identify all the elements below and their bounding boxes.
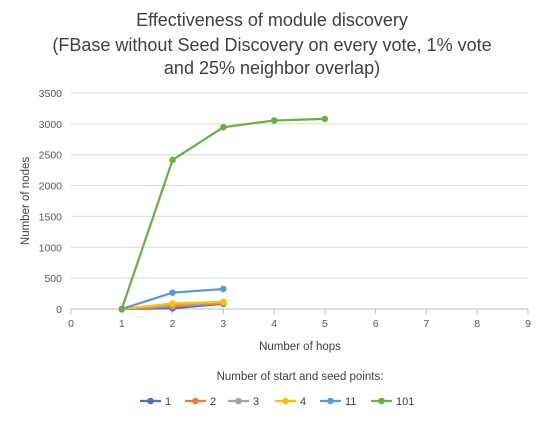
legend-title: Number of start and seed points: [217, 371, 384, 383]
legend-marker-3 [235, 397, 242, 405]
legend-label-3: 3 [253, 396, 259, 408]
legend-marker-1 [147, 397, 154, 405]
series-line-101 [120, 117, 325, 310]
legend-label-101: 101 [396, 396, 414, 408]
data-point-101 [321, 115, 329, 123]
legend-marker-11 [327, 397, 334, 405]
x-tick-label: 3 [220, 318, 226, 330]
x-tick-label: 2 [170, 318, 176, 330]
x-tick-label: 5 [322, 318, 328, 330]
x-tick-labels: 0 1 2 3 4 5 6 7 8 9 [68, 318, 531, 330]
data-point-11 [220, 285, 227, 293]
x-tick-label: 9 [525, 318, 531, 330]
y-axis-title: Number of nodes [20, 157, 32, 245]
legend-marker-101 [378, 397, 385, 405]
y-tick-label: 3000 [39, 119, 63, 131]
y-tick-label: 500 [44, 273, 62, 285]
x-tick-label: 8 [474, 318, 480, 330]
legend-marker-2 [192, 397, 199, 405]
data-point-4 [169, 300, 176, 307]
data-point-11 [169, 289, 176, 296]
data-point-101 [118, 305, 126, 313]
data-point-101 [220, 123, 227, 131]
legend-marker-4 [282, 397, 289, 405]
y-tick-labels: 0 500 1000 1500 2000 2500 3000 3500 [39, 88, 63, 316]
y-tick-label: 0 [56, 304, 62, 316]
x-tick-label: 6 [373, 318, 379, 330]
x-axis-title: Number of hops [259, 341, 341, 353]
legend-label-4: 4 [300, 396, 306, 408]
x-tick-label: 4 [271, 318, 277, 330]
legend-label-2: 2 [210, 396, 216, 408]
data-point-4 [220, 298, 227, 306]
series-lines [118, 115, 329, 313]
legend-label-11: 11 [345, 396, 356, 408]
y-tick-label: 3500 [39, 88, 63, 100]
chart-title-line-3: and 25% neighbor overlap) [164, 58, 380, 78]
x-tick-label: 7 [424, 318, 430, 330]
data-point-101 [169, 156, 176, 164]
chart-title-line-1: Effectiveness of module discovery [136, 10, 408, 30]
chart-title: Effectiveness of module discovery (FBase… [52, 10, 491, 78]
legend: 1 2 3 4 11 101 [140, 396, 414, 408]
chart-title-line-2: (FBase without Seed Discovery on every v… [52, 35, 491, 55]
x-tick-label: 0 [68, 318, 74, 330]
y-tick-label: 1500 [39, 211, 63, 223]
y-tick-label: 2500 [39, 150, 63, 162]
x-tick-label: 1 [119, 318, 125, 330]
data-point-101 [270, 117, 278, 124]
legend-label-1: 1 [165, 396, 171, 408]
y-tick-label: 1000 [39, 242, 63, 254]
y-tick-label: 2000 [39, 181, 63, 193]
gridlines [71, 92, 528, 279]
